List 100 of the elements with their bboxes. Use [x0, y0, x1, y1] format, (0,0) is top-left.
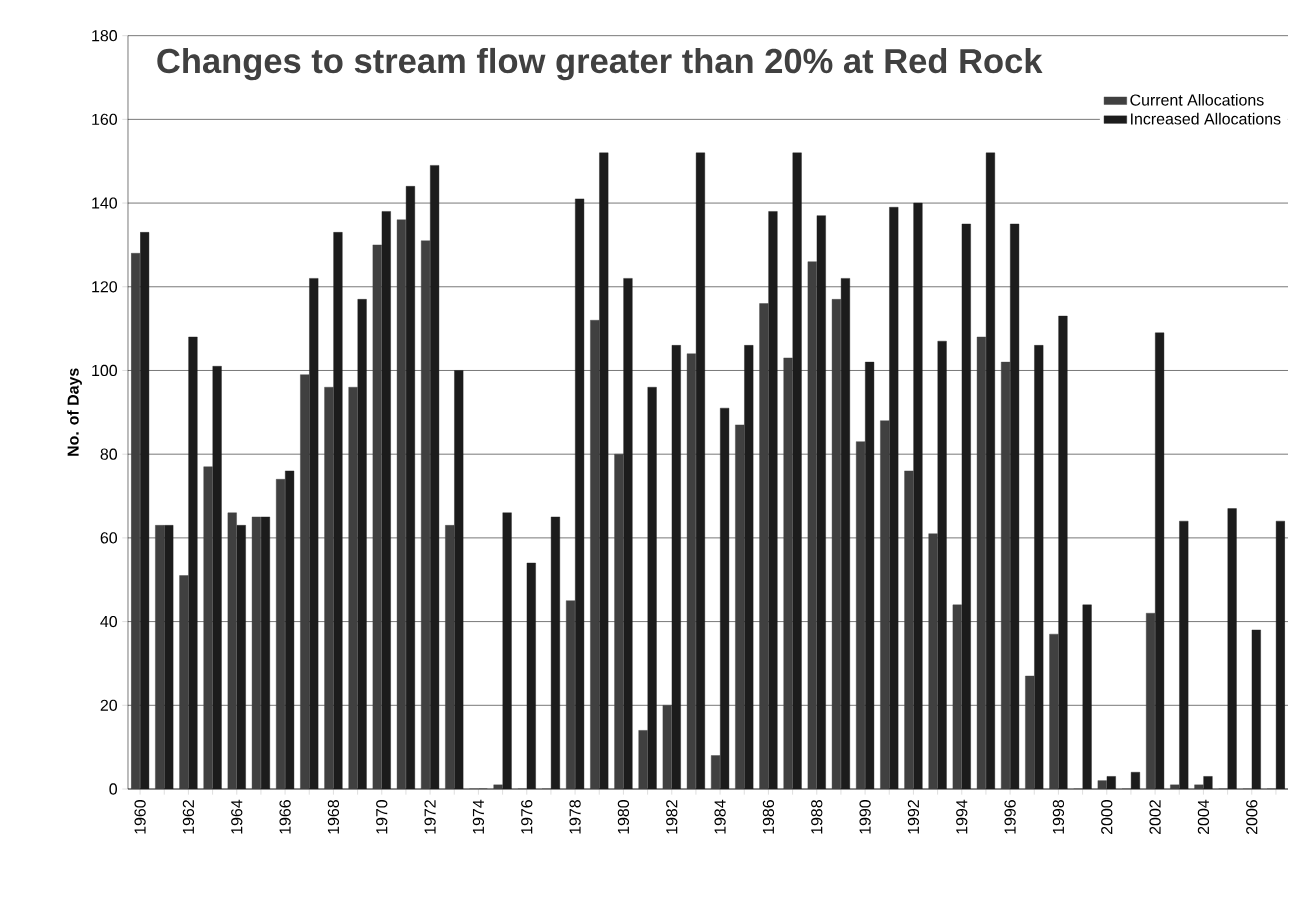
- bar: [396, 219, 406, 789]
- bar: [526, 562, 536, 789]
- y-tick-label: 20: [100, 699, 118, 711]
- bar: [792, 152, 802, 789]
- bar: [913, 202, 923, 789]
- bar: [179, 575, 189, 789]
- bar: [430, 165, 440, 789]
- x-tick-label: 1976: [521, 800, 533, 834]
- bar: [276, 479, 286, 789]
- bar: [236, 525, 246, 789]
- bar: [711, 755, 721, 789]
- bar: [251, 516, 261, 789]
- bar: [928, 533, 938, 789]
- bar: [1170, 784, 1180, 789]
- bar: [131, 253, 141, 789]
- bar: [807, 261, 817, 789]
- y-tick-label: 100: [92, 364, 118, 377]
- x-tick-label: 1992: [907, 800, 920, 834]
- bar: [976, 336, 986, 789]
- x-tick-label: 2006: [1246, 800, 1258, 835]
- bar: [381, 211, 391, 789]
- bar: [421, 240, 431, 789]
- y-axis-title: No. of Days: [67, 368, 82, 456]
- bar: [840, 278, 850, 789]
- x-tick-label: 1978: [569, 800, 581, 834]
- x-tick-label: 1974: [472, 799, 485, 834]
- bar: [1034, 345, 1044, 789]
- x-tick-label: 1986: [762, 800, 775, 834]
- bar: [1179, 520, 1189, 789]
- x-tick-label: 1984: [714, 799, 726, 834]
- bar: [188, 336, 198, 789]
- bar: [695, 152, 705, 789]
- x-tick-label: 1966: [279, 800, 291, 834]
- bar: [227, 512, 237, 789]
- x-tick-label: 2004: [1197, 799, 1210, 835]
- bar: [1275, 520, 1285, 789]
- bar: [348, 387, 358, 789]
- bar: [203, 466, 213, 789]
- x-tick-label: 1970: [376, 799, 388, 834]
- bar: [744, 345, 754, 789]
- bar: [904, 470, 914, 789]
- y-tick-label: 120: [92, 281, 118, 293]
- bar: [566, 600, 576, 789]
- bar: [309, 278, 319, 789]
- bar: [759, 303, 769, 789]
- bar: [590, 320, 600, 789]
- x-tick-label: 1968: [327, 800, 340, 834]
- x-tick-label: 1982: [666, 800, 678, 834]
- bar: [735, 424, 745, 789]
- bar: [880, 420, 890, 789]
- x-tick-label: 1988: [811, 800, 823, 834]
- bar: [662, 705, 672, 789]
- bar: [324, 387, 334, 789]
- bar: [405, 186, 415, 789]
- bar: [1097, 780, 1107, 789]
- bar: [502, 512, 512, 789]
- bar: [889, 207, 899, 789]
- bar: [140, 232, 150, 789]
- x-tick-label: 2002: [1149, 800, 1161, 835]
- bar: [816, 215, 826, 789]
- y-tick-label: 140: [92, 197, 118, 209]
- bar: [599, 152, 609, 789]
- bar: [686, 353, 696, 789]
- bar: [493, 784, 503, 789]
- y-tick-label: 40: [100, 615, 118, 628]
- bar: [212, 366, 222, 789]
- bar: [1203, 776, 1213, 789]
- bar: [1251, 629, 1261, 789]
- bar: [285, 470, 295, 789]
- x-tick-label: 1980: [617, 799, 630, 834]
- bar: [1106, 776, 1116, 789]
- x-tick-label: 1994: [956, 799, 968, 834]
- legend-label: Current Allocations: [1130, 93, 1264, 106]
- bar: [550, 516, 560, 789]
- x-tick-label: 1998: [1052, 800, 1065, 834]
- bar: [260, 516, 270, 789]
- bar: [1130, 772, 1140, 789]
- legend-label: Increased Allocations: [1131, 112, 1281, 125]
- bar: [623, 278, 633, 789]
- bar: [164, 525, 174, 789]
- bar: [1001, 361, 1011, 789]
- bar: [1010, 223, 1020, 789]
- y-tick-label: 60: [100, 532, 118, 544]
- bar: [638, 730, 648, 789]
- bar: [720, 407, 730, 789]
- bar: [865, 361, 875, 789]
- bar: [1155, 332, 1165, 789]
- x-tick-label: 1960: [134, 799, 146, 834]
- bar: [357, 299, 367, 789]
- bar: [155, 525, 165, 789]
- bar: [372, 244, 382, 789]
- bar: [937, 340, 947, 789]
- bar: [445, 525, 455, 789]
- bar: [1227, 508, 1237, 789]
- bar: [952, 604, 962, 789]
- bar: [856, 441, 866, 789]
- x-tick-label: 1962: [182, 800, 195, 834]
- x-tick-label: 1972: [424, 800, 436, 834]
- y-tick-label: 160: [92, 113, 118, 125]
- x-tick-label: 1990: [859, 799, 871, 834]
